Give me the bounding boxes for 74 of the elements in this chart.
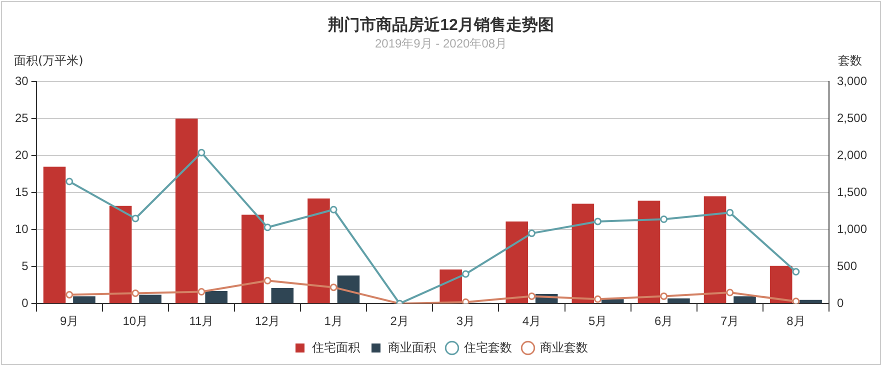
bar [668,298,690,304]
point [264,276,272,284]
y-tick-label: 0 [22,296,29,310]
point [198,288,206,296]
bar [506,221,528,304]
bar [770,266,792,304]
point [264,224,272,232]
y-tick-label: 20 [14,148,29,162]
point [132,289,140,297]
y-tick-label: 15 [14,184,29,199]
bar [572,204,594,304]
x-tick-label: 6月 [654,314,674,328]
point [330,206,338,214]
bar [704,196,726,304]
point [66,178,74,186]
point [792,298,800,304]
y2-tick-label: 2,500 [836,110,868,125]
y-tick-label: 5 [22,258,29,273]
legend-label: 住宅面积 [311,340,360,354]
y-tick-label: 25 [14,110,29,125]
bar [43,166,66,304]
bar [800,300,822,304]
point [594,295,602,303]
point [132,214,140,222]
point [528,292,536,300]
bar [109,206,132,304]
bar [734,296,756,304]
point [660,215,668,223]
point [462,270,470,278]
y-axis-title: 面积(万平米) [14,54,84,68]
y2-tick-label: 3,000 [836,74,868,88]
y-tick-label: 10 [14,222,29,236]
y-tick-label: 30 [14,74,29,88]
y2-tick-label: 500 [836,258,858,273]
point [528,230,536,238]
bar [638,200,660,304]
x-tick-label: 9月 [60,314,79,328]
legend-label: 商业面积 [388,340,436,354]
legend-label: 住宅套数 [463,340,512,354]
x-tick-label: 3月 [456,314,476,328]
y2-tick-label: 1,000 [836,222,868,236]
x-tick-label: 10月 [122,314,148,328]
x-tick-label: 12月 [254,314,280,328]
point [792,268,800,276]
bar [205,291,228,304]
point [462,298,470,304]
y2-tick-label: 1,500 [836,184,868,199]
y2-tick-label: 2,000 [836,148,868,162]
point [66,290,74,298]
bar [73,296,96,304]
bar [175,118,198,304]
x-tick-label: 7月 [720,314,740,328]
bar [242,214,264,304]
point [198,148,206,156]
point [594,218,602,226]
point [660,292,668,300]
point [330,284,338,292]
chart-title: 荆门市商品房近12月销售走势图 [327,15,554,34]
x-tick-label: 1月 [324,314,343,328]
bar [271,288,294,304]
bar [337,275,360,304]
x-tick-label: 8月 [786,314,806,328]
x-tick-label: 11月 [189,314,214,328]
point [726,208,734,216]
legend-label: 商业套数 [540,340,588,354]
y2-axis-title: 套数 [838,54,862,68]
bar [139,294,162,304]
point [726,288,734,296]
bar [308,198,330,304]
x-tick-label: 2月 [390,314,409,328]
y2-tick-label: 0 [836,296,844,310]
x-tick-label: 5月 [588,314,608,328]
x-tick-label: 4月 [522,314,542,328]
chart-subtitle: 2019年9月 - 2020年08月 [374,36,508,51]
